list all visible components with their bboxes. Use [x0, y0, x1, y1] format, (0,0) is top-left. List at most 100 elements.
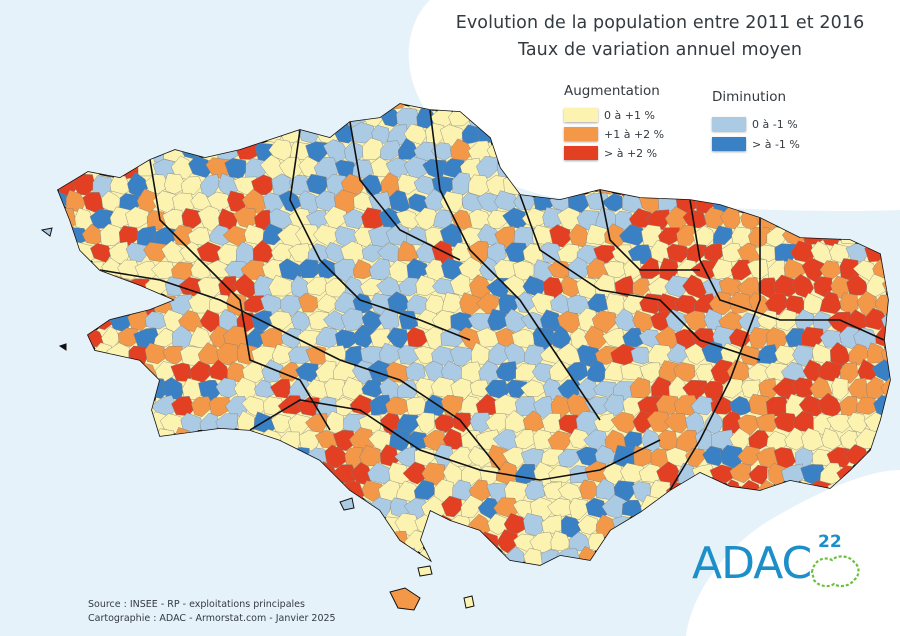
- commune-area: [623, 260, 642, 280]
- commune-area: [442, 428, 464, 450]
- commune-area: [333, 429, 358, 452]
- commune-area: [199, 309, 221, 333]
- commune-area: [458, 256, 484, 280]
- commune-area: [342, 376, 365, 401]
- commune-area: [191, 396, 214, 418]
- commune-area: [729, 395, 754, 417]
- legend-swatch: [712, 137, 746, 151]
- commune-area: [547, 498, 573, 517]
- commune-area: [269, 311, 294, 332]
- adac-logo-text: ADAC: [692, 538, 812, 589]
- logo-panel: [686, 470, 900, 636]
- commune-area: [655, 394, 680, 417]
- commune-area: [153, 327, 174, 348]
- commune-area: [415, 275, 439, 296]
- commune-area: [324, 444, 350, 469]
- commune-area: [721, 378, 744, 399]
- commune-area: [658, 227, 680, 246]
- commune-area: [708, 291, 733, 316]
- commune-area: [369, 394, 392, 416]
- commune-area: [800, 427, 825, 451]
- commune-area: [513, 429, 538, 450]
- commune-area: [826, 414, 853, 433]
- commune-area: [664, 412, 689, 434]
- commune-area: [425, 122, 445, 145]
- commune-area: [254, 379, 277, 398]
- commune-area: [690, 395, 715, 416]
- commune-area: [324, 378, 346, 400]
- commune-area: [215, 377, 238, 399]
- commune-area: [764, 292, 790, 316]
- legend-item-increase-3: > à +2 %: [564, 146, 657, 160]
- commune-area: [487, 513, 512, 536]
- commune-area: [584, 325, 608, 350]
- commune-area: [434, 413, 455, 433]
- commune-area: [151, 261, 177, 279]
- commune-area: [524, 480, 546, 501]
- legend-label: 0 à -1 %: [752, 117, 798, 131]
- legend-swatch: [564, 146, 598, 160]
- commune-area: [209, 224, 231, 246]
- commune-area: [262, 223, 285, 246]
- commune-area: [488, 342, 509, 366]
- legend-swatch: [712, 117, 746, 131]
- commune-area: [334, 329, 357, 350]
- commune-area: [305, 345, 331, 365]
- epci-borders: [99, 109, 885, 491]
- commune-area: [729, 463, 752, 484]
- commune-area: [144, 342, 167, 365]
- source-line: Source : INSEE - RP - exploitations prin…: [88, 599, 305, 610]
- commune-area: [398, 277, 420, 297]
- commune-area: [127, 171, 148, 198]
- commune-area: [361, 309, 384, 333]
- commune-area: [685, 447, 706, 468]
- commune-area: [821, 427, 842, 450]
- commune-area: [487, 308, 510, 332]
- commune-area: [650, 310, 672, 332]
- commune-area: [308, 310, 331, 330]
- commune-area: [585, 223, 610, 246]
- commune-area: [557, 482, 583, 502]
- commune-area: [117, 327, 139, 347]
- commune-area: [298, 292, 318, 313]
- commune-area: [362, 137, 385, 161]
- commune-area: [655, 325, 681, 349]
- commune-area: [271, 344, 296, 366]
- department-outline-icon: [810, 555, 860, 588]
- commune-area: [361, 244, 384, 263]
- commune-area: [280, 294, 305, 317]
- commune-area: [371, 124, 391, 144]
- commune-area: [402, 461, 429, 485]
- legend-label: > à -1 %: [752, 137, 800, 151]
- map-subtitle: Taux de variation annuel moyen: [517, 40, 803, 60]
- commune-area: [721, 242, 743, 263]
- commune-area: [236, 342, 258, 365]
- commune-area: [503, 512, 528, 534]
- commune-area: [261, 359, 284, 384]
- commune-area: [343, 208, 366, 229]
- legend-item-increase-1: 0 à +1 %: [564, 108, 655, 122]
- commune-area: [335, 396, 358, 417]
- commune-area: [208, 294, 232, 314]
- commune-area: [385, 396, 410, 416]
- legend-swatch: [564, 108, 598, 122]
- commune-area: [540, 448, 565, 467]
- commune-area: [413, 479, 435, 501]
- commune-area: [713, 225, 734, 245]
- commune-area: [379, 140, 404, 161]
- commune-area: [726, 359, 753, 383]
- commune-area: [811, 448, 832, 466]
- commune-area: [709, 464, 735, 484]
- commune-area: [520, 379, 547, 398]
- commune-area: [145, 174, 170, 195]
- commune-area: [469, 412, 492, 434]
- commune-area: [415, 412, 436, 435]
- commune-area: [773, 412, 800, 433]
- legend-label: 0 à +1 %: [604, 108, 655, 122]
- commune-area: [639, 362, 662, 383]
- commune-area: [197, 205, 224, 232]
- commune-area: [144, 311, 170, 330]
- commune-area: [109, 206, 133, 231]
- commune-area: [503, 342, 529, 365]
